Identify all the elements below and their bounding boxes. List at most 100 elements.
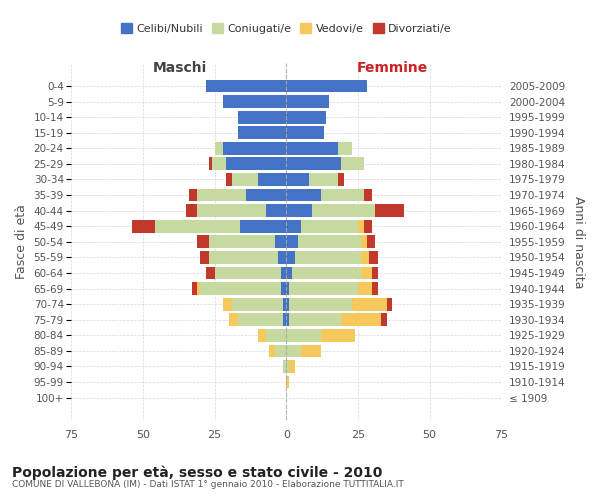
Bar [292,266,361,280]
Bar [286,188,320,202]
Bar [192,282,197,295]
Bar [286,329,320,342]
Bar [298,236,361,248]
Bar [289,360,295,373]
Bar [232,298,283,310]
Bar [206,80,286,92]
Bar [212,158,226,170]
Bar [341,158,364,170]
Text: Maschi: Maschi [153,61,208,75]
Bar [352,298,386,310]
Bar [209,158,212,170]
Bar [186,204,197,217]
Bar [226,173,232,186]
Bar [338,142,352,154]
Bar [209,251,278,264]
Bar [257,173,286,186]
Bar [358,220,364,232]
Bar [246,188,286,202]
Bar [223,298,232,310]
Bar [286,344,301,358]
Bar [241,220,286,232]
Bar [266,204,286,217]
Bar [283,298,286,310]
Bar [286,220,301,232]
Bar [155,220,241,232]
Bar [372,282,378,295]
Bar [364,188,372,202]
Bar [286,158,341,170]
Bar [367,236,375,248]
Bar [320,188,364,202]
Bar [312,204,375,217]
Bar [197,282,200,295]
Bar [197,204,266,217]
Legend: Celibi/Nubili, Coniugati/e, Vedovi/e, Divorziati/e: Celibi/Nubili, Coniugati/e, Vedovi/e, Di… [116,19,456,38]
Y-axis label: Fasce di età: Fasce di età [15,204,28,279]
Bar [269,344,275,358]
Bar [370,251,378,264]
Bar [386,298,392,310]
Bar [209,236,275,248]
Bar [229,314,238,326]
Bar [286,360,289,373]
Bar [289,282,358,295]
Bar [238,110,286,124]
Bar [301,344,320,358]
Bar [232,173,257,186]
Bar [361,251,370,264]
Bar [286,126,323,139]
Bar [289,314,341,326]
Bar [338,173,344,186]
Bar [197,188,246,202]
Bar [286,173,309,186]
Bar [289,298,352,310]
Bar [238,126,286,139]
Bar [200,251,209,264]
Bar [309,173,338,186]
Bar [206,266,215,280]
Bar [286,251,295,264]
Bar [223,95,286,108]
Bar [286,298,289,310]
Bar [266,329,286,342]
Bar [257,329,266,342]
Bar [215,266,281,280]
Text: Popolazione per età, sesso e stato civile - 2010: Popolazione per età, sesso e stato civil… [12,465,382,479]
Bar [375,204,404,217]
Bar [286,95,329,108]
Bar [286,376,289,388]
Text: Femmine: Femmine [356,61,428,75]
Bar [197,236,209,248]
Bar [320,329,355,342]
Bar [215,142,223,154]
Bar [281,266,286,280]
Bar [286,110,326,124]
Bar [286,80,367,92]
Bar [275,236,286,248]
Bar [281,282,286,295]
Bar [275,344,286,358]
Bar [226,158,286,170]
Bar [358,282,372,295]
Bar [364,220,372,232]
Bar [286,266,292,280]
Y-axis label: Anni di nascita: Anni di nascita [572,196,585,288]
Bar [361,266,372,280]
Bar [361,236,367,248]
Bar [372,266,378,280]
Bar [381,314,386,326]
Bar [301,220,358,232]
Bar [238,314,283,326]
Bar [295,251,361,264]
Bar [283,360,286,373]
Bar [286,236,298,248]
Bar [286,314,289,326]
Text: COMUNE DI VALLEBONA (IM) - Dati ISTAT 1° gennaio 2010 - Elaborazione TUTTITALIA.: COMUNE DI VALLEBONA (IM) - Dati ISTAT 1°… [12,480,404,489]
Bar [341,314,381,326]
Bar [189,188,197,202]
Bar [283,314,286,326]
Bar [131,220,155,232]
Bar [286,142,338,154]
Bar [286,282,289,295]
